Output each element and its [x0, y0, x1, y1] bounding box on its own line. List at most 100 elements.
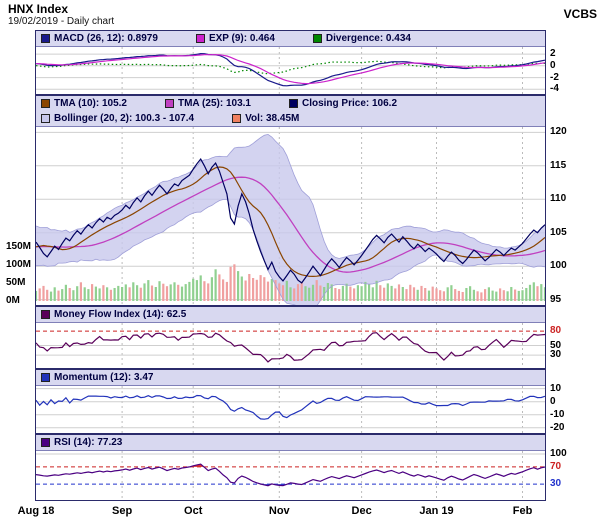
volume-bar [57, 290, 60, 301]
volume-bar [49, 291, 53, 301]
volume-bar [203, 281, 206, 301]
volume-bar [177, 284, 180, 301]
volume-bar [480, 292, 483, 301]
volume-bar [210, 277, 213, 301]
volume-bar [341, 285, 344, 301]
mfi-plot [36, 323, 545, 368]
volume-bar [128, 287, 131, 301]
volume-bar [528, 284, 532, 301]
legend-label: TMA (25): 103.1 [177, 98, 251, 109]
volume-bar [304, 286, 307, 301]
volume-bar [199, 275, 202, 301]
volume-bar [353, 288, 356, 301]
volume-bar [364, 281, 367, 301]
price-legend-row2: Bollinger (20, 2): 100.3 - 107.4 Vol: 38… [36, 111, 545, 127]
exp-swatch-icon [195, 34, 205, 43]
legend-item-momentum: Momentum (12): 3.47 [41, 372, 153, 383]
volume-bar [64, 284, 67, 301]
y-axis-tick: 0 [550, 59, 556, 71]
volume-bar [371, 287, 374, 301]
y-axis-tick: 105 [550, 226, 567, 238]
legend-label: EXP (9): 0.464 [208, 33, 275, 44]
mfi-line [36, 332, 545, 363]
rsi-swatch-icon [41, 438, 50, 447]
volume-bar [83, 287, 86, 301]
volume-bar [356, 285, 359, 301]
volume-bar [102, 285, 105, 301]
volume-bar [412, 287, 416, 301]
volume-bar [476, 291, 479, 301]
volume-bar [38, 288, 41, 301]
y-axis-tick: 100 [550, 448, 567, 459]
volume-bar [87, 289, 90, 301]
volume-bar [345, 283, 348, 301]
legend-item-tma25: TMA (25): 103.1 [164, 98, 251, 109]
y-axis-tick: 95 [550, 293, 562, 305]
volume-bar [61, 289, 64, 301]
volume-bar [162, 283, 165, 301]
volume-bar [169, 284, 172, 301]
volume-bar [195, 280, 198, 301]
volume-bar [147, 280, 150, 301]
exp-line [36, 54, 545, 85]
y-axis-tick: -20 [550, 421, 565, 433]
volume-bar [233, 264, 236, 301]
volume-bar [229, 266, 232, 301]
mfi-swatch-icon [41, 310, 50, 319]
chart-subtitle: 19/02/2019 - Daily chart [8, 16, 115, 27]
legend-label: Money Flow Index (14): 62.5 [54, 309, 187, 320]
volume-bar [465, 288, 468, 301]
rsi-legend: RSI (14): 77.23 [36, 435, 545, 451]
y-axis-tick: 120 [550, 126, 567, 138]
rsi-oversold-fill [261, 484, 303, 486]
volume-bar [506, 291, 509, 301]
volume-bar [315, 280, 318, 301]
volume-bar [540, 284, 543, 301]
momentum-plot [36, 386, 545, 433]
volume-bar [165, 286, 169, 301]
volume-bar [484, 289, 487, 301]
volume-bar [499, 288, 502, 301]
closing-price-swatch-icon [288, 99, 298, 108]
volume-bar [255, 279, 258, 301]
legend-label: Closing Price: 106.2 [301, 98, 398, 109]
volume-bar [386, 283, 389, 301]
volume-axis-tick: 100M [6, 259, 32, 270]
bollinger-lower-line [36, 198, 545, 305]
volume-bar [502, 290, 505, 301]
volume-bar [121, 287, 124, 301]
y-axis-tick: 2 [550, 48, 556, 60]
bollinger-upper-line [36, 133, 545, 259]
volume-swatch-icon [232, 114, 242, 123]
brand-label: VCBS [563, 7, 597, 21]
volume-bar [517, 290, 520, 301]
volume-bar [132, 282, 135, 301]
volume-axis-tick: 150M [6, 241, 32, 252]
legend-item-close: Closing Price: 106.2 [288, 98, 398, 109]
macd-line [36, 52, 545, 87]
y-axis-tick: 0 [550, 395, 556, 407]
legend-label: Vol: 38.45M [245, 113, 300, 124]
volume-bar [244, 280, 247, 301]
page-title: HNX Index [8, 2, 69, 16]
rsi-line [36, 463, 545, 487]
volume-bar [46, 289, 49, 301]
y-axis-tick: 110 [550, 193, 567, 205]
volume-bar [487, 287, 490, 301]
volume-bar [431, 286, 434, 301]
volume-bar [454, 289, 457, 301]
tma25-swatch-icon [164, 99, 174, 108]
y-axis-tick: 30 [550, 478, 562, 490]
legend-item-rsi: RSI (14): 77.23 [41, 437, 122, 448]
volume-bar [368, 284, 371, 301]
y-axis-tick: 80 [550, 325, 562, 337]
closing-price-line [36, 158, 545, 284]
legend-label: TMA (10): 105.2 [54, 98, 127, 109]
macd-plot [36, 47, 545, 94]
volume-bar [491, 290, 494, 301]
volume-bar [218, 274, 221, 301]
volume-axis-tick: 50M [6, 277, 26, 288]
volume-bar [338, 289, 341, 301]
y-axis-tick: 50 [550, 339, 562, 351]
volume-bar [360, 286, 363, 301]
